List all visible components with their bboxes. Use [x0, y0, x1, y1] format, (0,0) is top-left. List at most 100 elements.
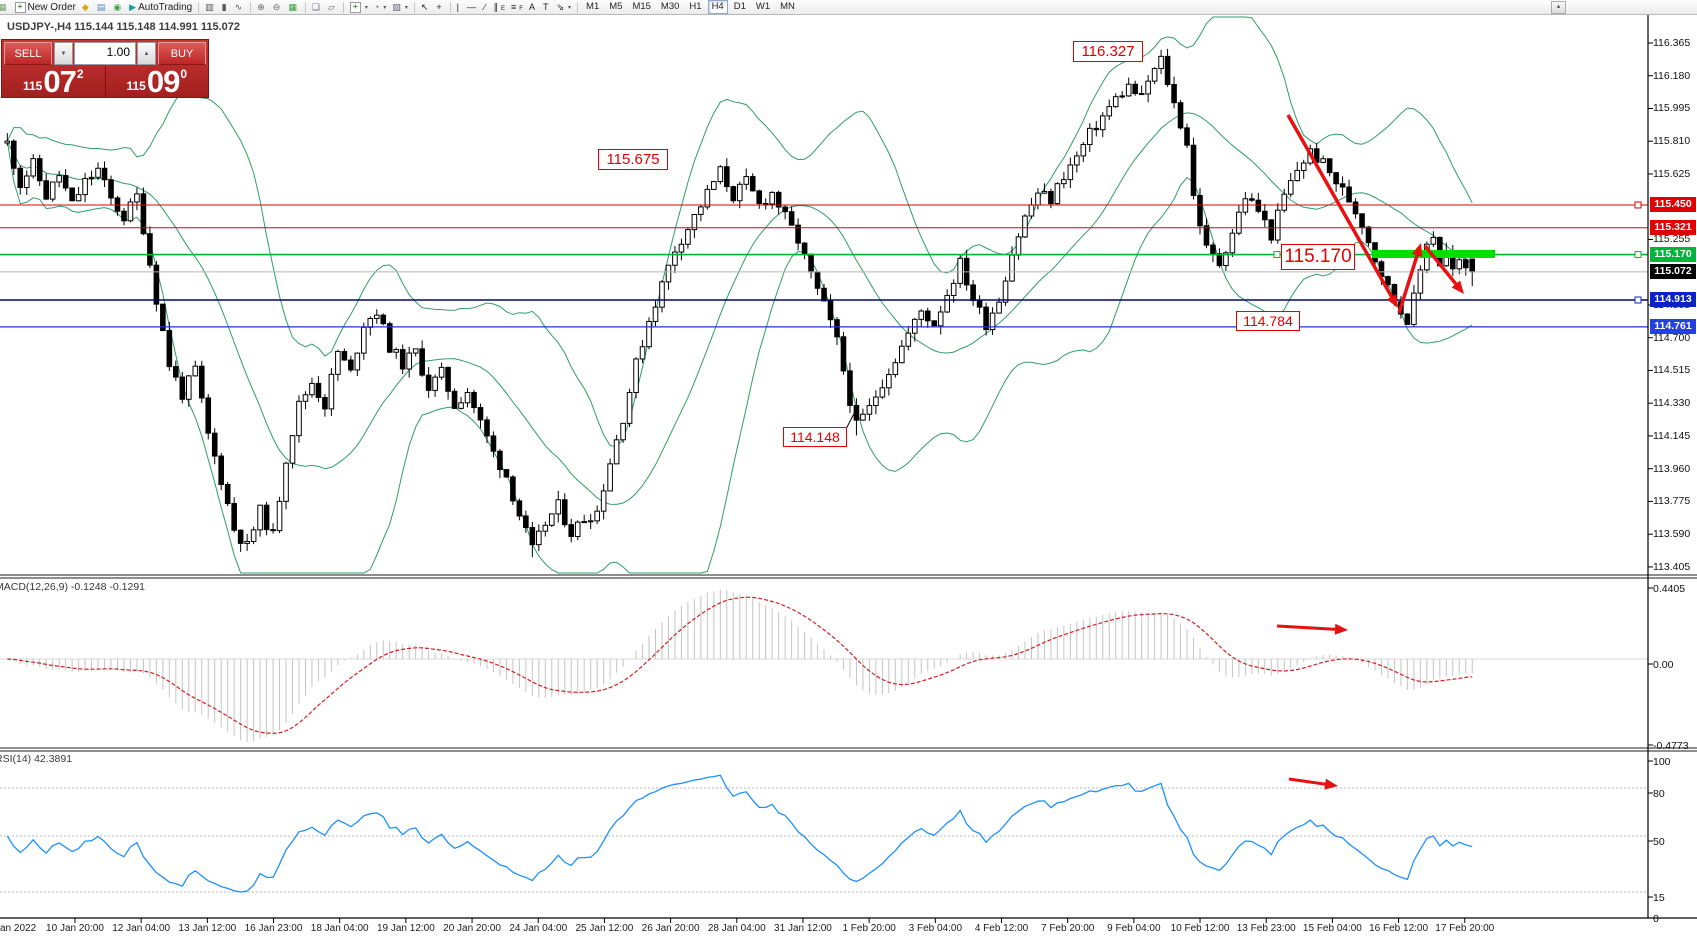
tile-windows-icon[interactable]: ▦: [288, 2, 297, 12]
candle-body: [911, 318, 918, 334]
buy-button[interactable]: BUY: [158, 42, 206, 65]
hline-tool[interactable]: —: [466, 2, 476, 12]
candle-body: [451, 390, 458, 409]
toolbar-overflow-icon[interactable]: ▴: [1551, 1, 1566, 14]
bollinger-lower-band[interactable]: [6, 141, 1473, 574]
sell-price[interactable]: 115 07 2: [2, 66, 105, 97]
trendline-tool[interactable]: ∕: [483, 2, 486, 12]
autotrading-button[interactable]: ▶ AutoTrading: [129, 1, 193, 13]
zoom-in-icon[interactable]: ⊕: [257, 2, 265, 12]
candle-body: [380, 314, 387, 325]
sell-price-big: 07: [43, 64, 76, 99]
macd-direction-arrow[interactable]: [1276, 624, 1341, 632]
volume-input[interactable]: 1.00: [74, 42, 136, 65]
timeframe-button-m15[interactable]: M15: [632, 1, 651, 12]
fibonacci-tool[interactable]: ≡ F: [511, 2, 523, 12]
cascade-windows-icon[interactable]: ❏: [311, 2, 320, 12]
timeframe-button-m5[interactable]: M5: [609, 1, 623, 12]
recent-low-label[interactable]: 114.784: [1236, 311, 1300, 331]
indicators-button[interactable]: + ▾: [347, 1, 371, 14]
timeframe-button-d1[interactable]: D1: [733, 1, 746, 12]
arrows-tool[interactable]: ⇘ ▾: [556, 2, 572, 12]
periods-button[interactable]: ◔ ▾: [373, 2, 387, 12]
timeframe-button-m30[interactable]: M30: [660, 1, 680, 12]
candle-body: [23, 175, 30, 188]
buy-price[interactable]: 115 09 0: [104, 66, 209, 97]
candle-body: [432, 376, 438, 391]
templates-button[interactable]: ▨ ▾: [392, 2, 408, 12]
candle-body: [769, 191, 775, 205]
line-handle[interactable]: [1273, 251, 1281, 259]
candle-body: [555, 499, 562, 515]
candle-body: [464, 391, 471, 404]
candle-body: [1119, 95, 1126, 98]
projection-down-arrow[interactable]: [1423, 244, 1461, 290]
volume-increase-button[interactable]: ▲: [137, 42, 156, 65]
swing-high-label[interactable]: 115.675: [598, 149, 668, 170]
crosshair-tool[interactable]: +: [436, 2, 442, 12]
price-tick-label: 115.810: [1653, 135, 1691, 148]
candle-body: [348, 359, 354, 371]
zoom-out-icon[interactable]: ⊖: [272, 2, 281, 12]
market-watch-icon[interactable]: ▤: [96, 2, 106, 12]
candle-body: [1022, 215, 1028, 238]
vline-tool[interactable]: |: [456, 2, 459, 12]
rsi-axis-label: 100: [1653, 756, 1671, 768]
bollinger-upper-band[interactable]: [6, 16, 1473, 448]
channel-tool[interactable]: ∥ E: [493, 2, 506, 12]
candle-body: [497, 450, 503, 471]
rsi-axis-label: 80: [1653, 788, 1665, 800]
candle-body: [1035, 192, 1041, 206]
timeframe-button-mn[interactable]: MN: [780, 1, 795, 12]
label-tool[interactable]: T: [542, 2, 549, 12]
time-axis-label: 10 Jan 20:00: [46, 923, 104, 934]
candle-body: [367, 317, 374, 328]
candle-body: [749, 176, 756, 192]
timeframe-button-m1[interactable]: M1: [586, 1, 600, 12]
chart-profiles-icon[interactable]: ◆: [81, 2, 89, 12]
timeframe-button-w1[interactable]: W1: [755, 1, 771, 12]
line-handle[interactable]: [1634, 251, 1642, 259]
line-handle[interactable]: [1634, 296, 1642, 304]
macd-signal-line[interactable]: [7, 596, 1473, 735]
new-order-button[interactable]: + New Order: [12, 1, 79, 14]
time-axis-label: 10 Feb 12:00: [1170, 923, 1230, 934]
candlestick-chart-icon[interactable]: ▮: [221, 2, 227, 12]
cursor-tool[interactable]: ↖: [420, 2, 429, 12]
candle-body: [944, 294, 950, 313]
price-tick-label: 113.775: [1653, 495, 1691, 508]
candle-body: [95, 167, 101, 178]
macd-axis-label: -0.4773: [1653, 740, 1689, 752]
candle-body: [1009, 254, 1015, 282]
bounce-up-arrow[interactable]: [1397, 249, 1421, 314]
candle-body: [1456, 259, 1463, 270]
rsi-direction-arrow[interactable]: [1288, 777, 1332, 787]
line-chart-icon[interactable]: ∿: [234, 2, 243, 12]
candle-body: [373, 314, 380, 319]
line-handle[interactable]: [1634, 201, 1642, 209]
trend-down-arrow[interactable]: [1286, 114, 1396, 303]
timeframe-button-h1[interactable]: H1: [689, 1, 702, 12]
candle-body: [788, 211, 795, 226]
text-tool[interactable]: A: [528, 2, 535, 12]
rsi-line[interactable]: [6, 774, 1473, 893]
alerts-icon[interactable]: ◉: [113, 2, 122, 12]
candle-body: [36, 158, 43, 182]
candle-body: [1190, 144, 1197, 196]
bollinger-middle-band[interactable]: [6, 112, 1473, 505]
candle-body: [127, 201, 134, 222]
main-toolbar: ▦ + New Order ◆ ▤ ◉ ▶ AutoTrading ▥ ▮ ∿ ⊕ ⊖ ▦ ❏ ▱ + ▾ ◔ ▾ ▨ ▾…: [0, 0, 1697, 15]
candle-body: [1352, 201, 1359, 215]
timeframe-button-h4[interactable]: H4: [707, 0, 728, 14]
high-label[interactable]: 116.327: [1073, 41, 1143, 62]
sell-button[interactable]: SELL: [4, 42, 52, 65]
volume-decrease-button[interactable]: ▼: [54, 42, 73, 65]
low-label[interactable]: 114.148: [783, 427, 847, 447]
arrange-windows-icon[interactable]: ▱: [327, 2, 335, 12]
candle-body: [808, 253, 814, 273]
bar-chart-icon[interactable]: ▥: [205, 2, 214, 12]
candle-body: [665, 264, 672, 283]
key-level-label[interactable]: 115.170: [1281, 244, 1355, 270]
chart-partial-icon[interactable]: ▦: [0, 2, 7, 12]
